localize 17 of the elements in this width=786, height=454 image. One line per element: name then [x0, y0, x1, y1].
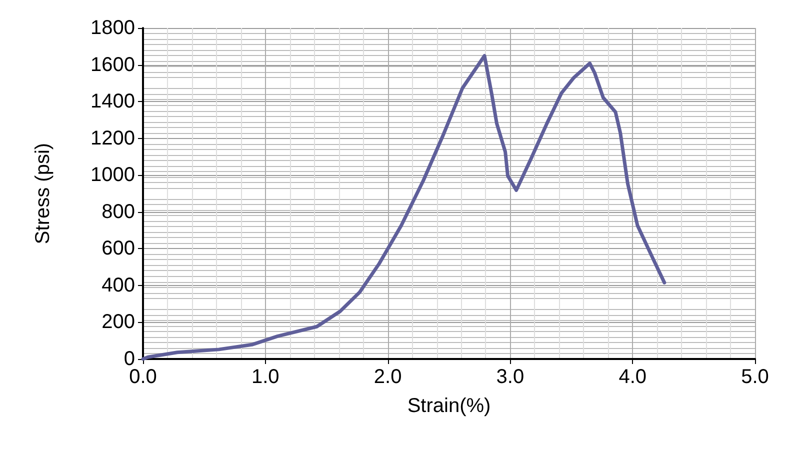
x-tick-label: 4.0 [618, 366, 647, 388]
y-tick-label: 1400 [90, 90, 135, 113]
y-tick-label: 600 [102, 238, 135, 260]
y-tick-label: 400 [102, 274, 135, 296]
line-series [141, 54, 666, 361]
y-tick-label: 800 [102, 200, 135, 223]
x-tick-label: 3.0 [496, 366, 524, 388]
y-tick-label: 1000 [90, 164, 135, 186]
y-tick-label: 200 [102, 311, 135, 334]
y-tick-label: 1600 [90, 54, 135, 76]
y-tick-label: 1800 [90, 17, 135, 39]
x-tick-label: 5.0 [741, 366, 769, 388]
x-tick-label: 1.0 [251, 366, 280, 388]
y-axis-title: Stress (psi) [32, 142, 54, 244]
x-tick-label: 2.0 [374, 366, 402, 388]
x-axis-title: Strain(%) [407, 395, 491, 417]
y-tick-label: 1200 [90, 127, 135, 150]
